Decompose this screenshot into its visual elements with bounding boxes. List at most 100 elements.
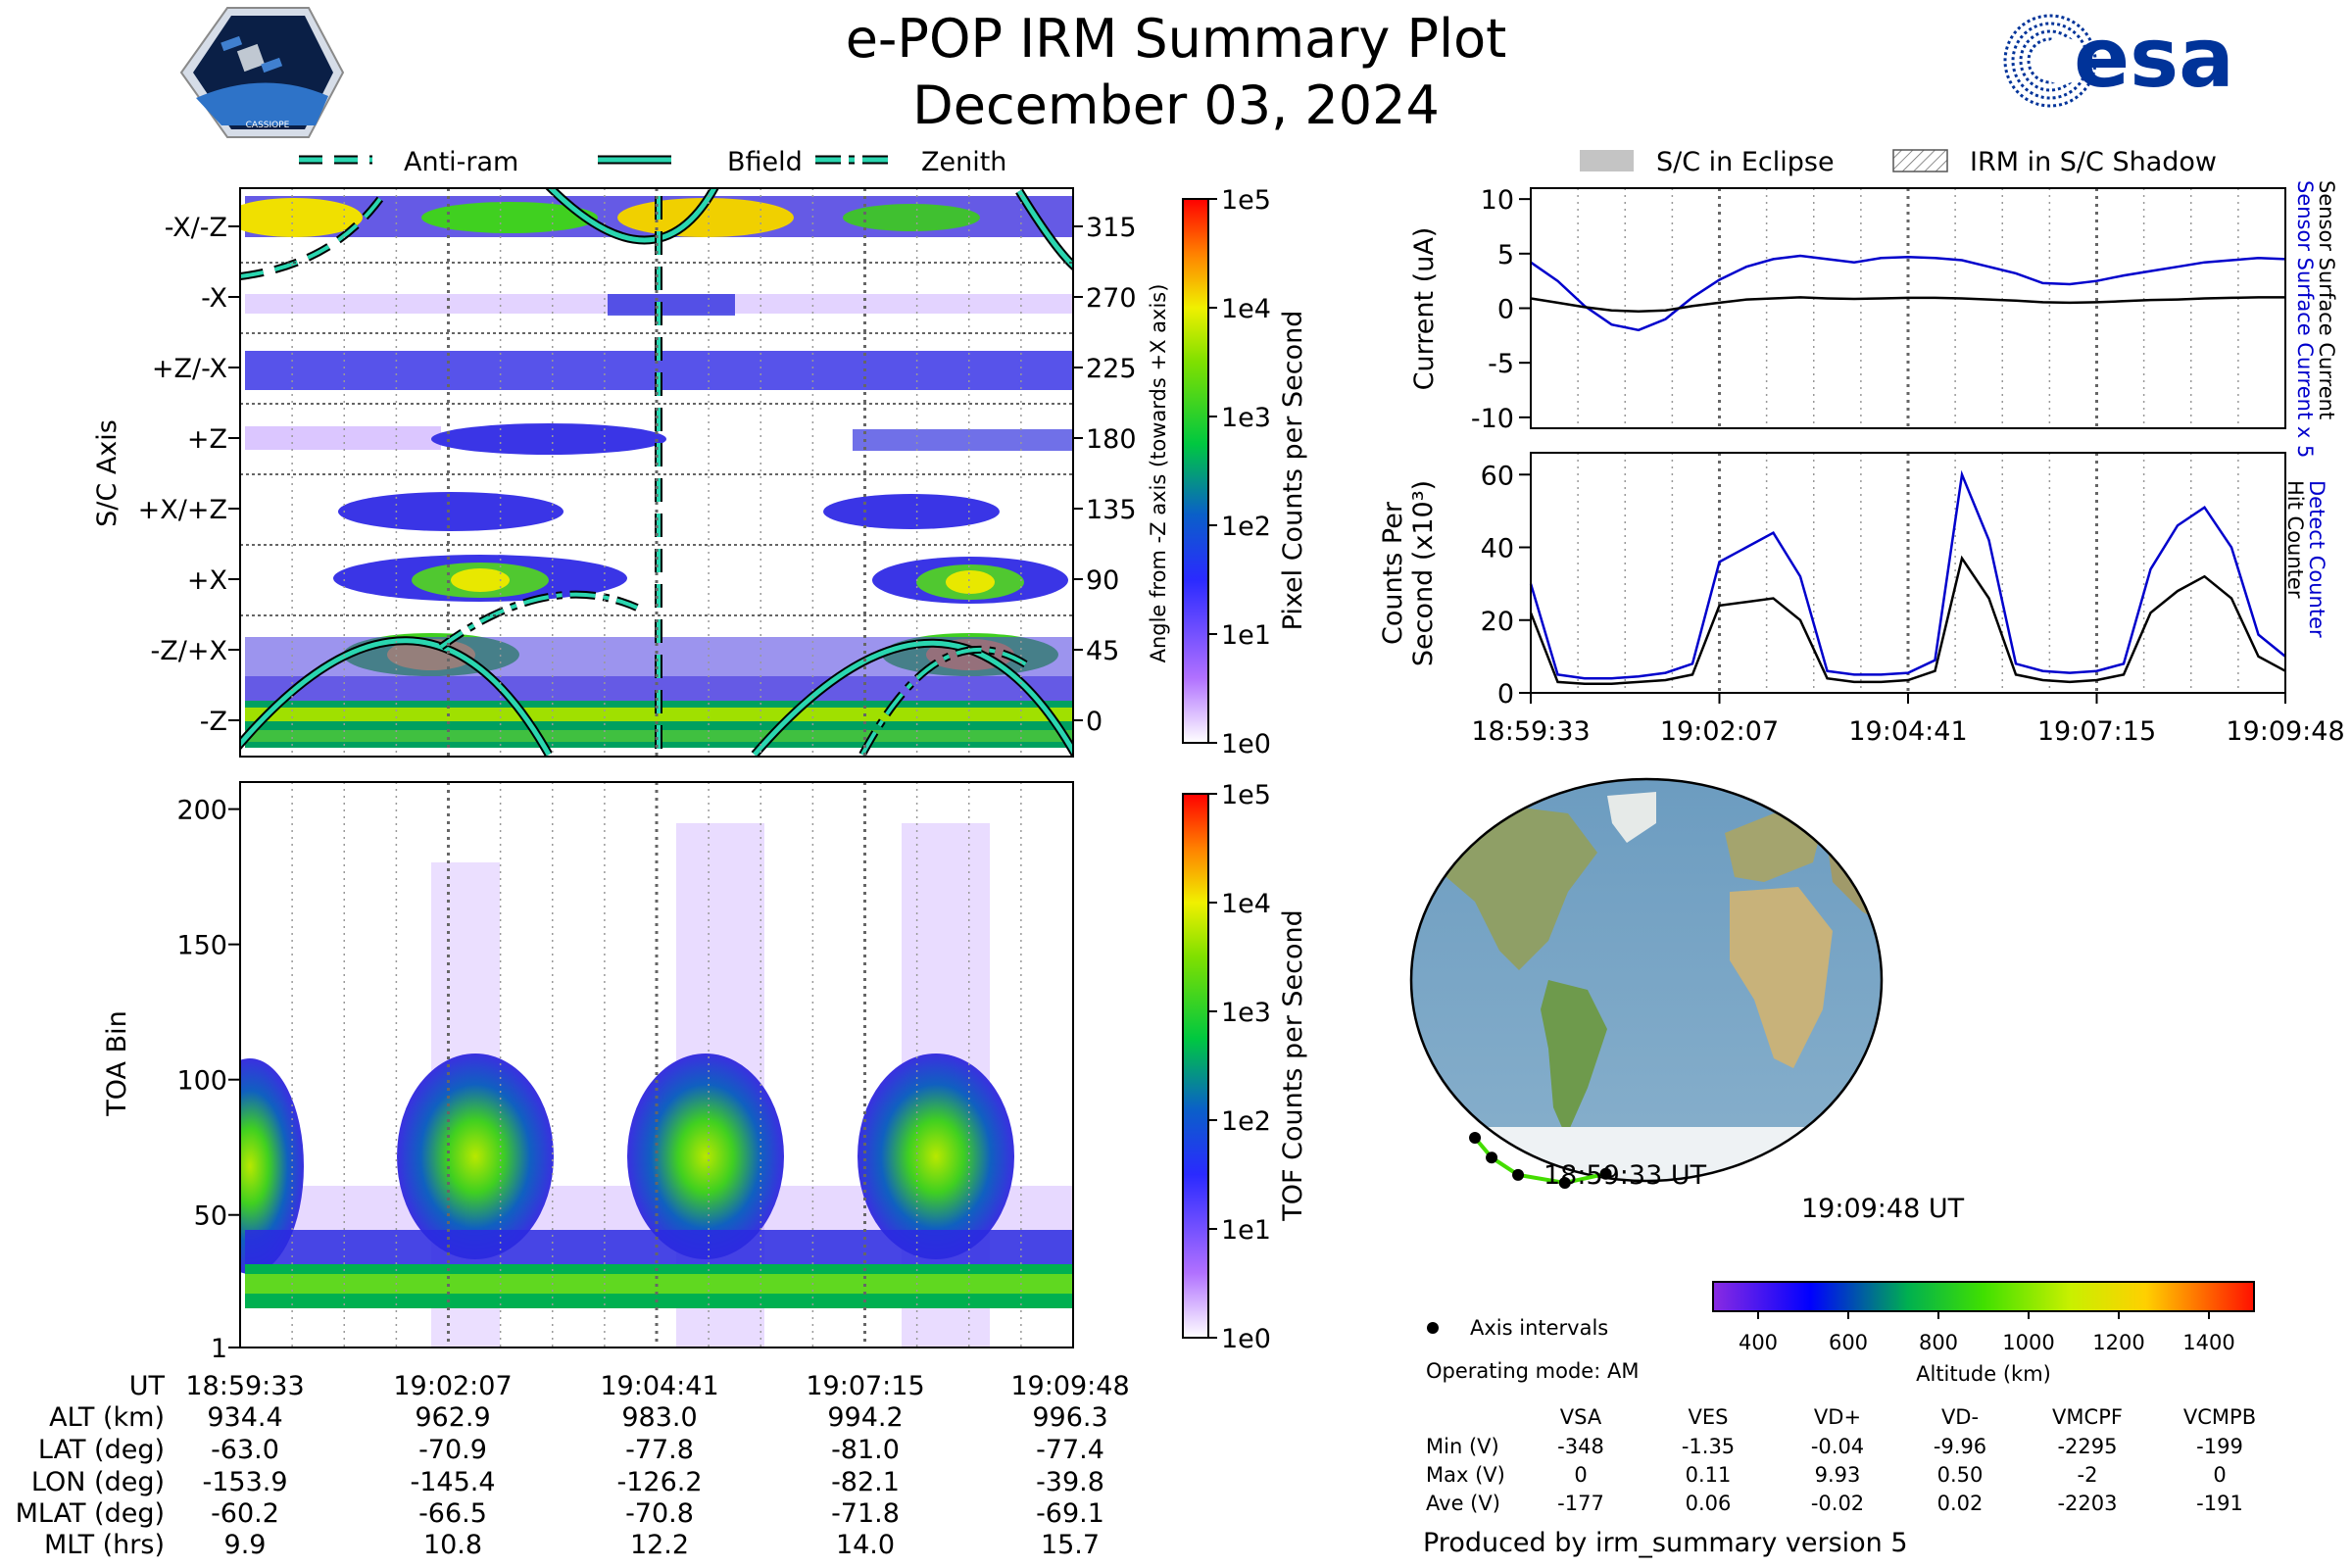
voltage-row-label: Ave (V) [1426,1492,1500,1515]
voltage-header: VD- [1941,1405,1979,1429]
esa-logo-text: esa [2074,10,2234,106]
angle-ylabel: S/C Axis [92,419,122,527]
counts-x-tick-labels: 18:59:33 19:02:07 19:04:41 19:07:15 19:09:48 [1471,693,2345,747]
voltage-row-label: Max (V) [1426,1463,1505,1487]
toa-tick-label: 1 [211,1334,227,1364]
time-table-cell: 19:04:41 [600,1371,718,1401]
time-table-cell: 12.2 [630,1530,689,1560]
time-table-cell: -70.9 [418,1435,487,1465]
time-table-cell: -69.1 [1036,1498,1104,1529]
voltage-cell: 0.50 [1937,1463,1984,1487]
time-table-cell: 10.8 [423,1530,482,1560]
angle-colorbar-tick-label: 1e0 [1221,729,1271,760]
counts-grid [1577,453,2239,693]
sc-axis-label: +X [187,565,227,596]
orbit-map: 18:59:33 UT 19:09:48 UT [1409,777,1965,1224]
voltage-cell: -191 [2196,1492,2243,1515]
angle-right-label: Angle from -Z axis (towards +X axis) [1147,284,1170,663]
current-tick-label: -5 [1488,349,1514,379]
voltage-cell: 0 [1574,1463,1587,1487]
time-table-cell: -145.4 [410,1467,495,1497]
time-table-cell: -77.4 [1036,1435,1104,1465]
counts-panel: 60 40 20 0 18:59:33 19:02:07 19:04:41 19:07:15… [1378,452,2345,747]
angle-colorbar-tick-label: 1e3 [1221,403,1271,433]
orbit-track-points [1469,1132,1612,1189]
sc-axis-label: +X/+Z [138,495,227,525]
voltage-cell: -1.35 [1682,1435,1735,1458]
time-table-label: ALT (km) [49,1402,165,1433]
current-grid [1577,188,2239,428]
axis-interval-label: Axis intervals [1470,1316,1608,1340]
time-table-cell: -70.8 [625,1498,694,1529]
counts-x-tick-label: 19:09:48 [2226,716,2344,747]
current-right-label: Sensor Surface Current [2315,180,2338,419]
sc-axis-label: -Z [200,707,227,737]
current-right-label-x5: Sensor Surface Current x 5 [2293,180,2317,458]
toa-colorbar-ticks: 1e5 1e4 1e3 1e2 1e1 1e0 [1208,780,1271,1354]
current-tick-labels: 10 5 0 -5 -10 [1471,185,1531,434]
altitude-tick-label: 800 [1919,1331,1958,1354]
current-line [1530,296,2285,314]
track-start-label: 18:59:33 UT [1544,1160,1707,1191]
counts-x-tick-label: 19:07:15 [2037,716,2156,747]
time-table-label: MLAT (deg) [16,1498,165,1529]
voltage-cell: -0.02 [1811,1492,1864,1515]
time-table-cell: -126.2 [616,1467,702,1497]
angle-panel: -X/-Z -X +Z/-X +Z +X/+Z +X -Z/+X -Z 315 270 225 18… [92,187,1170,758]
track-point [1512,1168,1525,1181]
altitude-ticks: 400 600 800 1000 1200 1400 [1739,1311,2235,1354]
angle-tick-label: 225 [1086,354,1137,384]
angle-colorbar-tick-label: 1e1 [1221,620,1271,651]
time-table-cell: 19:07:15 [806,1371,924,1401]
voltage-cell: 0 [2213,1463,2226,1487]
legend-guides: Anti-ram Bfield Zenith [299,147,1006,177]
voltage-cell: 0.11 [1686,1463,1732,1487]
time-table-cell: -39.8 [1036,1467,1104,1497]
page-title: e-POP IRM Summary Plot [846,8,1507,70]
sc-axis-label: -X [201,283,227,314]
counts-tick-label: 40 [1481,534,1514,564]
time-table-cell: 994.2 [827,1402,903,1433]
time-table-cell: 15.7 [1041,1530,1100,1560]
voltage-header: VSA [1560,1405,1602,1429]
angle-tick-label: 90 [1086,565,1119,596]
toa-panel: 200 150 100 50 1 TOA Bin [102,781,1074,1364]
toa-tick-label: 50 [194,1201,227,1232]
counts-tick-label: 60 [1481,461,1514,491]
toa-colorbar: 1e5 1e4 1e3 1e2 1e1 1e0 TOF Counts per Second [1182,780,1308,1354]
toa-colorbar-tick-label: 1e5 [1221,780,1271,810]
sc-axis-label: +Z/-X [152,354,227,384]
time-table-cell: 962.9 [415,1402,490,1433]
toa-image [240,823,1073,1348]
angle-tick-label: 0 [1086,707,1102,737]
altitude-tick-label: 400 [1739,1331,1778,1354]
angle-tick-labels: 315 270 225 180 135 90 45 0 [1073,213,1137,737]
voltage-cell: -177 [1557,1492,1604,1515]
time-table-cell: -81.0 [831,1435,900,1465]
toa-colorbar-tick-label: 1e3 [1221,998,1271,1028]
current-tick-label: 10 [1481,185,1514,216]
toa-colorbar-tick-label: 1e1 [1221,1215,1271,1246]
current-tick-label: -10 [1471,404,1514,434]
hit-counter-line [1529,555,2286,685]
legend-anti-ram: Anti-ram [404,147,518,177]
time-table-cell: -60.2 [211,1498,279,1529]
angle-colorbar-label: Pixel Counts per Second [1278,311,1308,631]
counts-x-tick-label: 18:59:33 [1471,716,1590,747]
time-table-cell: 934.4 [207,1402,282,1433]
time-table-cell: -153.9 [202,1467,287,1497]
voltage-cell: -0.04 [1811,1435,1864,1458]
time-table-cell: 19:09:48 [1010,1371,1129,1401]
angle-colorbar-tick-label: 1e4 [1221,294,1271,324]
current-ylabel: Current (uA) [1409,227,1440,391]
angle-grid [240,188,1073,757]
altitude-colorbar: 400 600 800 1000 1200 1400 Altitude (km) [1712,1281,2255,1386]
toa-tick-label: 100 [176,1066,227,1097]
counts-x-tick-label: 19:02:07 [1660,716,1779,747]
toa-ylabel: TOA Bin [102,1010,132,1116]
angle-tick-label: 180 [1086,424,1137,455]
voltage-header: VCMPB [2183,1405,2256,1429]
voltage-row-label: Min (V) [1426,1435,1499,1458]
